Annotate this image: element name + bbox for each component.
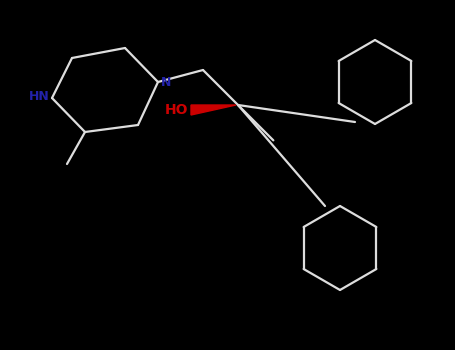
Text: HO: HO — [165, 103, 188, 117]
Text: HN: HN — [29, 91, 50, 104]
Polygon shape — [191, 105, 236, 115]
Text: N: N — [161, 76, 172, 89]
